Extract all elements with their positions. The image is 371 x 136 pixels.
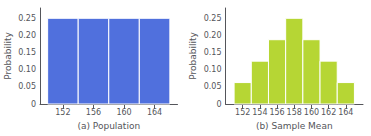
svg-text:154: 154 [252, 108, 267, 117]
svg-text:152: 152 [55, 108, 70, 117]
svg-text:152: 152 [235, 108, 250, 117]
svg-text:160: 160 [304, 108, 319, 117]
svg-text:0.25: 0.25 [204, 14, 222, 23]
svg-text:164: 164 [338, 108, 353, 117]
svg-text:0.20: 0.20 [18, 31, 36, 40]
svg-text:Probability: Probability [188, 32, 198, 80]
svg-text:0.25: 0.25 [18, 14, 36, 23]
svg-text:164: 164 [147, 108, 162, 117]
svg-text:0.05: 0.05 [18, 82, 36, 91]
svg-text:(b) Sample Mean: (b) Sample Mean [256, 121, 333, 131]
svg-text:0.15: 0.15 [18, 48, 36, 57]
svg-text:0.10: 0.10 [18, 65, 36, 74]
svg-text:(a) Population: (a) Population [77, 121, 140, 131]
svg-text:156: 156 [86, 108, 101, 117]
svg-text:0.10: 0.10 [204, 65, 222, 74]
svg-text:0.20: 0.20 [204, 31, 222, 40]
svg-text:0: 0 [31, 100, 36, 109]
svg-text:160: 160 [116, 108, 131, 117]
svg-text:158: 158 [287, 108, 302, 117]
svg-text:0.05: 0.05 [204, 82, 222, 91]
svg-text:156: 156 [269, 108, 284, 117]
svg-text:162: 162 [321, 108, 336, 117]
svg-text:Probability: Probability [3, 32, 13, 80]
svg-text:0: 0 [216, 100, 221, 109]
svg-text:0.15: 0.15 [204, 48, 222, 57]
